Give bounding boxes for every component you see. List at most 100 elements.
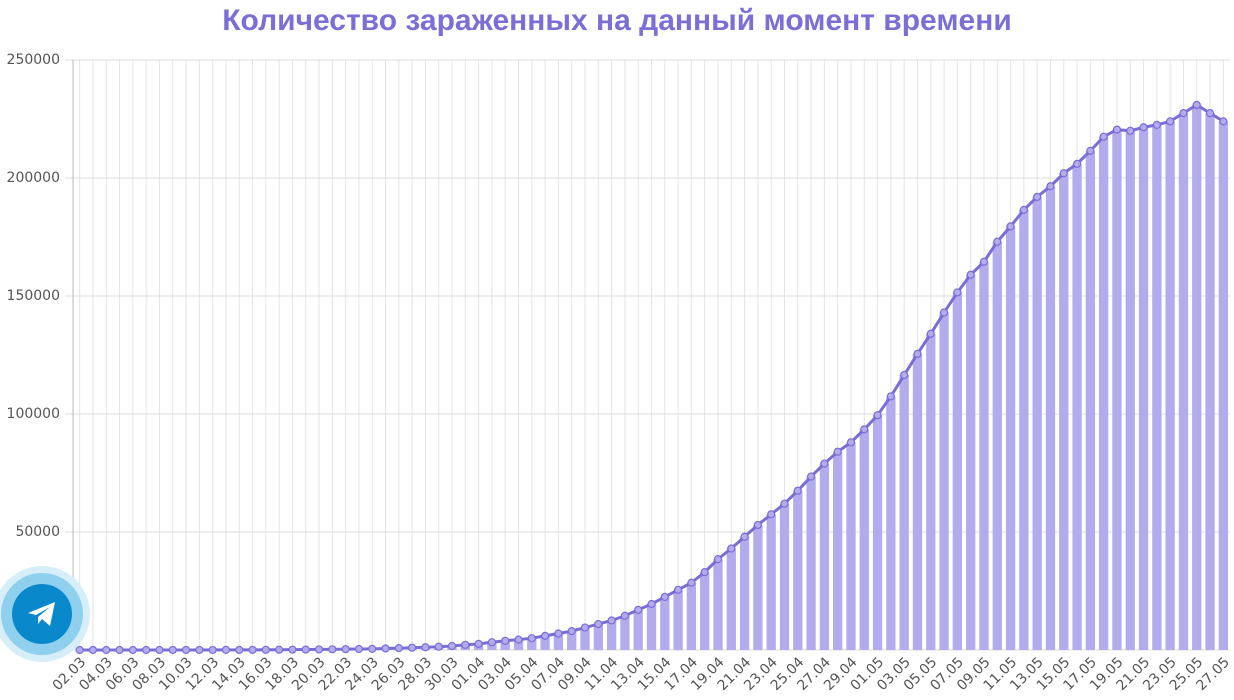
point: [381, 644, 390, 653]
point: [1205, 108, 1215, 118]
point: [1166, 117, 1175, 126]
bar: [567, 631, 577, 650]
telegram-icon: [28, 602, 55, 626]
bar: [846, 442, 856, 650]
point: [248, 645, 257, 654]
point: [434, 642, 443, 651]
point: [408, 643, 417, 652]
bar: [766, 514, 776, 650]
point: [1112, 125, 1122, 134]
point: [181, 645, 191, 655]
bar: [1178, 113, 1189, 651]
bar: [646, 603, 657, 650]
point: [1086, 146, 1095, 155]
bar: [833, 451, 843, 650]
point: [221, 645, 231, 655]
bar: [1165, 121, 1175, 651]
bar: [992, 241, 1002, 650]
bar: [859, 429, 869, 650]
point: [846, 438, 856, 447]
point: [75, 645, 84, 655]
bar: [979, 261, 989, 650]
point: [1006, 222, 1015, 231]
bar: [912, 353, 923, 650]
bar: [952, 292, 963, 650]
point: [780, 499, 789, 508]
point: [394, 644, 403, 653]
point: [634, 605, 643, 614]
telegram-button[interactable]: [0, 564, 92, 664]
point: [514, 635, 523, 644]
bar: [1192, 104, 1202, 651]
point: [195, 645, 204, 655]
bar: [606, 620, 617, 650]
point: [461, 640, 470, 649]
point: [88, 645, 98, 655]
point: [301, 645, 310, 654]
point: [979, 257, 989, 266]
bar: [899, 375, 909, 650]
bar: [753, 524, 763, 650]
bar: [686, 582, 697, 650]
point: [993, 237, 1002, 246]
bar: [580, 627, 590, 650]
point: [727, 544, 736, 553]
bar: [527, 638, 537, 650]
bar: [700, 572, 710, 650]
bar: [1032, 196, 1042, 650]
bar: [593, 624, 603, 650]
point: [713, 555, 723, 564]
point: [1019, 205, 1028, 214]
point: [740, 532, 749, 541]
point: [168, 645, 177, 655]
point: [354, 644, 364, 654]
bar: [793, 490, 803, 650]
point: [235, 645, 244, 654]
point: [1192, 100, 1201, 109]
point: [1126, 126, 1135, 135]
bar: [513, 639, 524, 650]
bar: [500, 640, 510, 650]
point: [793, 486, 802, 495]
point: [447, 641, 457, 651]
bar: [1045, 186, 1056, 650]
bar: [1019, 209, 1029, 651]
point: [900, 370, 909, 380]
point: [1179, 108, 1188, 118]
chart-title: Количество зараженных на данный момент в…: [222, 4, 1012, 37]
bar: [872, 415, 883, 650]
point: [620, 611, 630, 620]
bar: [1072, 163, 1082, 650]
point: [820, 459, 829, 468]
point: [860, 425, 869, 434]
point: [567, 627, 576, 636]
point: [926, 329, 935, 338]
point: [115, 645, 124, 655]
point: [155, 645, 164, 655]
point: [806, 472, 816, 481]
point: [833, 447, 842, 456]
point: [647, 599, 656, 609]
point: [886, 392, 895, 401]
bar: [886, 396, 896, 650]
bar: [779, 503, 790, 650]
point: [673, 585, 683, 594]
point: [580, 623, 590, 632]
point: [421, 643, 430, 652]
y-tick-label: 100000: [7, 406, 60, 422]
bar: [1059, 173, 1069, 650]
point: [1099, 132, 1108, 141]
point: [541, 631, 550, 640]
point: [660, 592, 669, 602]
bar: [819, 463, 830, 650]
bar: [540, 635, 550, 650]
point: [1139, 123, 1148, 132]
bar: [633, 609, 643, 650]
point: [554, 629, 563, 638]
point: [939, 308, 949, 317]
bar: [1152, 124, 1162, 650]
point: [208, 645, 217, 655]
point: [1046, 182, 1055, 191]
point: [368, 644, 377, 653]
bar: [620, 615, 630, 650]
